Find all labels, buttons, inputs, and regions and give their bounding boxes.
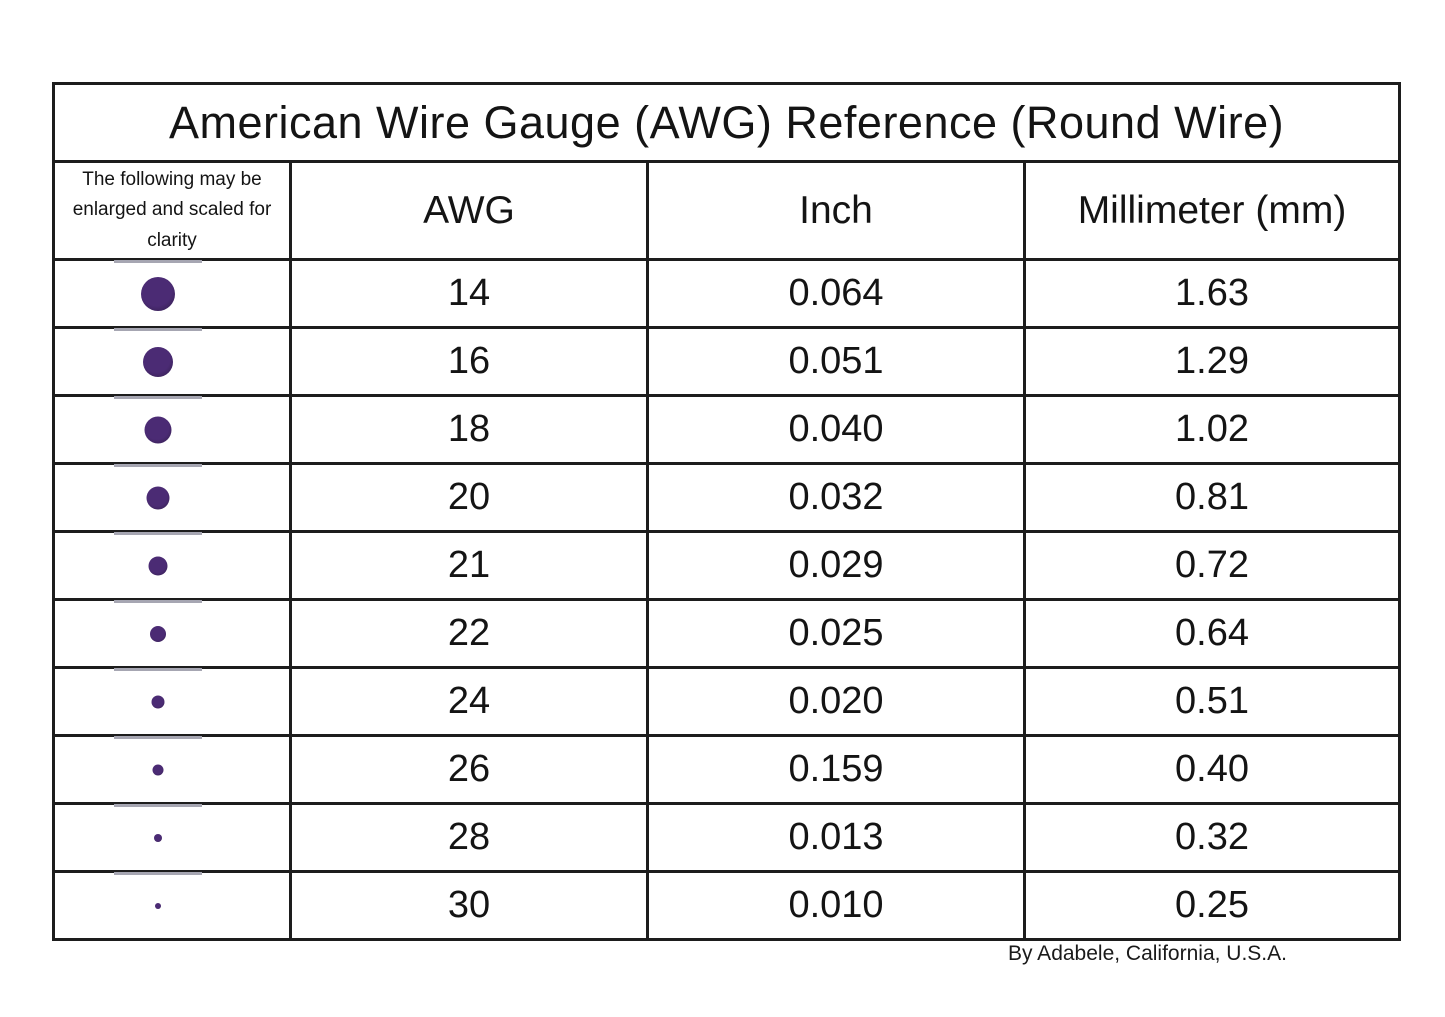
attribution-text: By Adabele, California, U.S.A. [1008,942,1287,965]
awg-table-body: 14 0.064 1.63 16 0.051 1.29 18 0.040 1.02 20 0.032… [52,258,1402,941]
inch-value: 0.020 [646,666,1026,737]
dot-cell [52,734,292,805]
image-edge-line [113,804,202,807]
mm-value: 1.63 [1022,258,1402,329]
awg-value: 20 [289,462,649,533]
awg-value: 24 [289,666,649,737]
inch-value: 0.064 [646,258,1026,329]
image-edge-line [113,328,202,331]
mm-value: 0.32 [1022,802,1402,873]
table-row: 14 0.064 1.63 [52,258,1402,329]
column-header-awg: AWG [289,160,649,261]
wire-diameter-dot [152,764,164,775]
wire-diameter-dot [151,695,165,708]
table-row: 22 0.025 0.64 [52,598,1402,669]
wire-diameter-dot [154,902,161,909]
dot-cell [52,598,292,669]
mm-value: 0.81 [1022,462,1402,533]
awg-value: 14 [289,258,649,329]
table-title: American Wire Gauge (AWG) Reference (Rou… [51,82,1402,163]
awg-value: 16 [289,326,649,397]
inch-value: 0.025 [646,598,1026,669]
awg-value: 18 [289,394,649,465]
inch-value: 0.159 [646,734,1026,805]
dot-cell [52,394,292,465]
dot-cell [52,666,292,737]
table-row: 28 0.013 0.32 [52,802,1402,873]
awg-value: 30 [289,870,649,941]
awg-reference-table: American Wire Gauge (AWG) Reference (Rou… [51,82,1402,941]
mm-value: 1.02 [1022,394,1402,465]
image-edge-line [113,872,202,875]
dot-cell [52,258,292,329]
table-row: 16 0.051 1.29 [52,326,1402,397]
table-row: 21 0.029 0.72 [52,530,1402,601]
wire-diameter-dot [153,833,162,842]
awg-value: 22 [289,598,649,669]
image-edge-line [113,396,202,399]
inch-value: 0.051 [646,326,1026,397]
wire-diameter-dot [142,346,173,377]
inch-value: 0.029 [646,530,1026,601]
image-edge-line [113,668,202,671]
wire-diameter-dot [146,486,170,509]
image-edge-line [113,260,202,263]
wire-diameter-dot [140,276,175,311]
column-header-mm: Millimeter (mm) [1022,160,1402,261]
dot-cell [52,462,292,533]
header-row: The following may be enlarged and scaled… [52,160,1402,261]
image-edge-line [113,736,202,739]
table-row: 18 0.040 1.02 [52,394,1402,465]
table-row: 30 0.010 0.25 [52,870,1402,941]
wire-diameter-dot [148,556,168,575]
dot-cell [52,870,292,941]
mm-value: 0.51 [1022,666,1402,737]
dot-cell [52,530,292,601]
mm-value: 0.40 [1022,734,1402,805]
inch-value: 0.010 [646,870,1026,941]
dot-cell [52,326,292,397]
inch-value: 0.032 [646,462,1026,533]
wire-diameter-dot [149,625,166,642]
mm-value: 0.25 [1022,870,1402,941]
column-header-inch: Inch [646,160,1026,261]
image-edge-line [113,464,202,467]
image-edge-line [113,600,202,603]
awg-value: 28 [289,802,649,873]
inch-value: 0.040 [646,394,1026,465]
mm-value: 0.64 [1022,598,1402,669]
table-row: 26 0.159 0.40 [52,734,1402,805]
title-row: American Wire Gauge (AWG) Reference (Rou… [51,82,1402,163]
inch-value: 0.013 [646,802,1026,873]
dot-cell [52,802,292,873]
table-row: 24 0.020 0.51 [52,666,1402,737]
table-row: 20 0.032 0.81 [52,462,1402,533]
awg-value: 21 [289,530,649,601]
wire-diameter-dot [144,416,172,443]
mm-value: 0.72 [1022,530,1402,601]
image-edge-line [113,532,202,535]
scale-note: The following may be enlarged and scaled… [52,160,292,261]
mm-value: 1.29 [1022,326,1402,397]
awg-value: 26 [289,734,649,805]
